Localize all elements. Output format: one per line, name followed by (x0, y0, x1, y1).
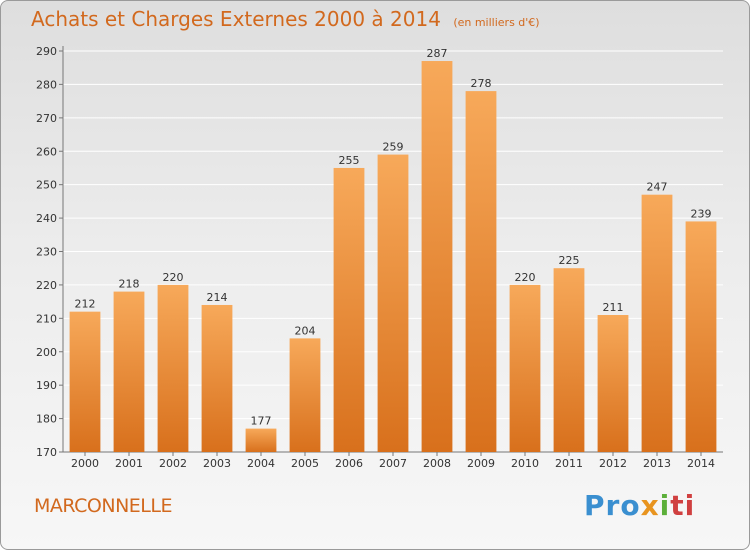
logo-part-3: i (659, 489, 671, 522)
bar (641, 194, 673, 453)
x-tick-label: 2013 (643, 457, 671, 470)
data-label: 255 (339, 154, 360, 167)
bar (113, 291, 145, 452)
data-label: 218 (119, 278, 140, 291)
data-label: 278 (471, 77, 492, 90)
y-tick-label: 190 (36, 379, 57, 392)
x-tick-label: 2011 (555, 457, 583, 470)
x-tick-label: 2009 (467, 457, 495, 470)
logo-part-4: ti (670, 489, 696, 522)
y-tick-label: 220 (36, 279, 57, 292)
bar (377, 154, 409, 452)
x-tick-label: 2000 (71, 457, 99, 470)
bar (245, 428, 277, 452)
y-tick-label: 180 (36, 413, 57, 426)
x-tick-label: 2004 (247, 457, 275, 470)
data-label: 220 (515, 271, 536, 284)
y-tick-label: 280 (36, 78, 57, 91)
data-label: 239 (691, 207, 712, 220)
data-label: 214 (207, 291, 228, 304)
bar (685, 221, 717, 452)
x-tick-label: 2010 (511, 457, 539, 470)
y-tick-label: 200 (36, 346, 57, 359)
x-tick-label: 2007 (379, 457, 407, 470)
y-tick-label: 170 (36, 446, 57, 459)
data-label: 212 (75, 298, 96, 311)
y-tick-label: 270 (36, 112, 57, 125)
bar (201, 304, 233, 452)
x-tick-label: 2008 (423, 457, 451, 470)
y-tick-label: 240 (36, 212, 57, 225)
bar (157, 284, 189, 452)
data-label: 287 (427, 47, 448, 60)
logo-part-2: x (640, 489, 660, 522)
x-tick-label: 2014 (687, 457, 715, 470)
proxiti-logo: Proxiti (584, 489, 695, 522)
data-label: 259 (383, 141, 404, 154)
y-tick-label: 260 (36, 145, 57, 158)
bar (597, 314, 629, 452)
data-label: 247 (647, 181, 668, 194)
logo-part-1: Pro (584, 489, 641, 522)
chart-subtitle: (en milliers d'€) (453, 16, 540, 29)
bar (553, 268, 585, 452)
chart-title-text: Achats et Charges Externes 2000 à 2014 (31, 7, 441, 31)
bar (289, 338, 321, 452)
x-tick-label: 2005 (291, 457, 319, 470)
x-tick-label: 2002 (159, 457, 187, 470)
bar (509, 284, 541, 452)
bar (69, 311, 101, 452)
chart-title: Achats et Charges Externes 2000 à 2014 (… (31, 7, 540, 31)
data-label: 220 (163, 271, 184, 284)
data-label: 225 (559, 254, 580, 267)
bar (333, 167, 365, 453)
x-tick-label: 2012 (599, 457, 627, 470)
commune-name: MARCONNELLE (34, 495, 172, 517)
data-label: 204 (295, 324, 316, 337)
data-label: 211 (603, 301, 624, 314)
data-label: 177 (251, 415, 272, 428)
y-tick-label: 290 (36, 45, 57, 58)
y-tick-label: 230 (36, 246, 57, 259)
bar (465, 91, 497, 452)
y-tick-label: 210 (36, 312, 57, 325)
x-tick-label: 2001 (115, 457, 143, 470)
x-tick-label: 2006 (335, 457, 363, 470)
y-tick-label: 250 (36, 179, 57, 192)
x-tick-label: 2003 (203, 457, 231, 470)
bar (421, 61, 453, 453)
